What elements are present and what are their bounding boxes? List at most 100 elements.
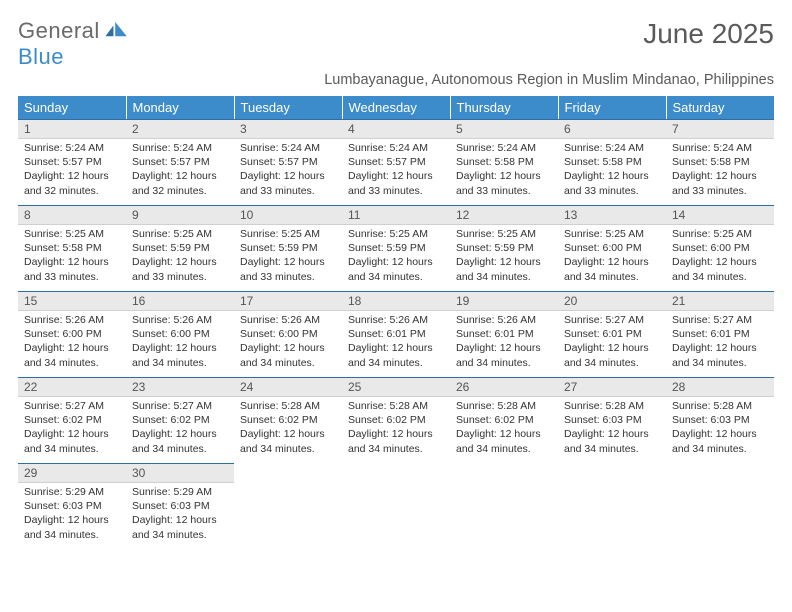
day-number: 15 xyxy=(18,291,126,311)
day-cell: 12Sunrise: 5:25 AMSunset: 5:59 PMDayligh… xyxy=(450,205,558,291)
sunset-value: 6:03 PM xyxy=(63,500,102,512)
daylight-value: 12 hours and 34 minutes. xyxy=(348,428,433,454)
empty-day-cell xyxy=(234,463,342,549)
sunrise-value: 5:26 AM xyxy=(281,314,320,326)
sunset-value: 6:00 PM xyxy=(279,328,318,340)
day-cell: 3Sunrise: 5:24 AMSunset: 5:57 PMDaylight… xyxy=(234,119,342,205)
day-cell: 8Sunrise: 5:25 AMSunset: 5:58 PMDaylight… xyxy=(18,205,126,291)
daylight-value: 12 hours and 33 minutes. xyxy=(456,170,541,196)
calendar-row: 8Sunrise: 5:25 AMSunset: 5:58 PMDaylight… xyxy=(18,205,774,291)
sunset-value: 5:59 PM xyxy=(495,242,534,254)
daylight-value: 12 hours and 34 minutes. xyxy=(132,514,217,540)
sunrise-line: Sunrise: 5:27 AM xyxy=(672,313,768,327)
daylight-value: 12 hours and 33 minutes. xyxy=(240,170,325,196)
day-cell: 6Sunrise: 5:24 AMSunset: 5:58 PMDaylight… xyxy=(558,119,666,205)
weekday-header: Monday xyxy=(126,96,234,119)
day-number: 3 xyxy=(234,119,342,139)
day-number: 28 xyxy=(666,377,774,397)
sunrise-line: Sunrise: 5:24 AM xyxy=(240,141,336,155)
logo-sails-icon xyxy=(104,18,130,44)
sunset-line: Sunset: 5:59 PM xyxy=(456,241,552,255)
sunset-value: 5:57 PM xyxy=(63,156,102,168)
day-details: Sunrise: 5:24 AMSunset: 5:57 PMDaylight:… xyxy=(234,139,342,202)
daylight-line: Daylight: 12 hours and 34 minutes. xyxy=(564,341,660,369)
daylight-line: Daylight: 12 hours and 34 minutes. xyxy=(564,255,660,283)
sunrise-value: 5:28 AM xyxy=(497,400,536,412)
sunrise-value: 5:28 AM xyxy=(389,400,428,412)
sunset-line: Sunset: 6:02 PM xyxy=(456,413,552,427)
sunrise-line: Sunrise: 5:25 AM xyxy=(132,227,228,241)
sunrise-value: 5:25 AM xyxy=(605,228,644,240)
day-number: 29 xyxy=(18,463,126,483)
sunset-line: Sunset: 6:00 PM xyxy=(672,241,768,255)
weekday-header: Saturday xyxy=(666,96,774,119)
daylight-value: 12 hours and 33 minutes. xyxy=(240,256,325,282)
sunrise-line: Sunrise: 5:29 AM xyxy=(24,485,120,499)
sunrise-value: 5:26 AM xyxy=(65,314,104,326)
brand-word-1: General xyxy=(18,18,100,43)
sunrise-line: Sunrise: 5:27 AM xyxy=(24,399,120,413)
day-details: Sunrise: 5:25 AMSunset: 5:59 PMDaylight:… xyxy=(450,225,558,288)
sunrise-line: Sunrise: 5:26 AM xyxy=(132,313,228,327)
sunset-line: Sunset: 5:59 PM xyxy=(348,241,444,255)
location-subtitle: Lumbayanague, Autonomous Region in Musli… xyxy=(18,72,774,88)
sunset-line: Sunset: 6:02 PM xyxy=(24,413,120,427)
day-details: Sunrise: 5:28 AMSunset: 6:03 PMDaylight:… xyxy=(558,397,666,460)
sunrise-value: 5:24 AM xyxy=(173,142,212,154)
day-details: Sunrise: 5:25 AMSunset: 5:59 PMDaylight:… xyxy=(126,225,234,288)
daylight-line: Daylight: 12 hours and 33 minutes. xyxy=(240,255,336,283)
sunset-value: 6:02 PM xyxy=(63,414,102,426)
sunset-line: Sunset: 6:02 PM xyxy=(348,413,444,427)
weekday-header-row: SundayMondayTuesdayWednesdayThursdayFrid… xyxy=(18,96,774,119)
sunset-line: Sunset: 6:03 PM xyxy=(24,499,120,513)
brand-logo: GeneralBlue xyxy=(18,18,130,70)
day-details: Sunrise: 5:25 AMSunset: 5:59 PMDaylight:… xyxy=(234,225,342,288)
daylight-value: 12 hours and 33 minutes. xyxy=(672,170,757,196)
day-cell: 25Sunrise: 5:28 AMSunset: 6:02 PMDayligh… xyxy=(342,377,450,463)
day-details: Sunrise: 5:24 AMSunset: 5:58 PMDaylight:… xyxy=(666,139,774,202)
day-number: 26 xyxy=(450,377,558,397)
weekday-header: Friday xyxy=(558,96,666,119)
sunrise-value: 5:25 AM xyxy=(497,228,536,240)
day-cell: 9Sunrise: 5:25 AMSunset: 5:59 PMDaylight… xyxy=(126,205,234,291)
calendar-row: 29 Sunrise: 5:29 AMSunset: 6:03 PMDayligh… xyxy=(18,463,774,549)
day-number: 30 xyxy=(126,463,234,483)
sunset-line: Sunset: 6:01 PM xyxy=(456,327,552,341)
sunset-line: Sunset: 6:02 PM xyxy=(240,413,336,427)
sunrise-value: 5:25 AM xyxy=(65,228,104,240)
sunrise-line: Sunrise: 5:24 AM xyxy=(348,141,444,155)
daylight-line: Daylight: 12 hours and 33 minutes. xyxy=(564,169,660,197)
sunset-value: 5:57 PM xyxy=(387,156,426,168)
sunset-line: Sunset: 6:00 PM xyxy=(24,327,120,341)
daylight-value: 12 hours and 32 minutes. xyxy=(132,170,217,196)
weekday-header: Sunday xyxy=(18,96,126,119)
daylight-value: 12 hours and 34 minutes. xyxy=(564,428,649,454)
day-number: 1 xyxy=(18,119,126,139)
sunrise-value: 5:28 AM xyxy=(713,400,752,412)
day-cell: 26Sunrise: 5:28 AMSunset: 6:02 PMDayligh… xyxy=(450,377,558,463)
sunrise-value: 5:24 AM xyxy=(713,142,752,154)
daylight-value: 12 hours and 33 minutes. xyxy=(564,170,649,196)
daylight-line: Daylight: 12 hours and 34 minutes. xyxy=(24,513,120,541)
daylight-line: Daylight: 12 hours and 33 minutes. xyxy=(456,169,552,197)
sunset-line: Sunset: 5:59 PM xyxy=(132,241,228,255)
sunset-line: Sunset: 5:57 PM xyxy=(24,155,120,169)
day-details: Sunrise: 5:25 AMSunset: 5:59 PMDaylight:… xyxy=(342,225,450,288)
weekday-header: Wednesday xyxy=(342,96,450,119)
day-number: 25 xyxy=(342,377,450,397)
daylight-value: 12 hours and 34 minutes. xyxy=(456,256,541,282)
sunset-value: 6:03 PM xyxy=(711,414,750,426)
daylight-line: Daylight: 12 hours and 33 minutes. xyxy=(348,169,444,197)
day-number: 21 xyxy=(666,291,774,311)
sunset-value: 5:58 PM xyxy=(603,156,642,168)
day-details: Sunrise: 5:26 AMSunset: 6:00 PMDaylight:… xyxy=(234,311,342,374)
sunset-value: 5:57 PM xyxy=(279,156,318,168)
daylight-line: Daylight: 12 hours and 34 minutes. xyxy=(24,427,120,455)
day-cell: 4Sunrise: 5:24 AMSunset: 5:57 PMDaylight… xyxy=(342,119,450,205)
day-details: Sunrise: 5:26 AMSunset: 6:00 PMDaylight:… xyxy=(18,311,126,374)
sunrise-line: Sunrise: 5:25 AM xyxy=(240,227,336,241)
sunrise-value: 5:24 AM xyxy=(497,142,536,154)
day-cell: 23Sunrise: 5:27 AMSunset: 6:02 PMDayligh… xyxy=(126,377,234,463)
day-number: 10 xyxy=(234,205,342,225)
sunrise-line: Sunrise: 5:28 AM xyxy=(240,399,336,413)
